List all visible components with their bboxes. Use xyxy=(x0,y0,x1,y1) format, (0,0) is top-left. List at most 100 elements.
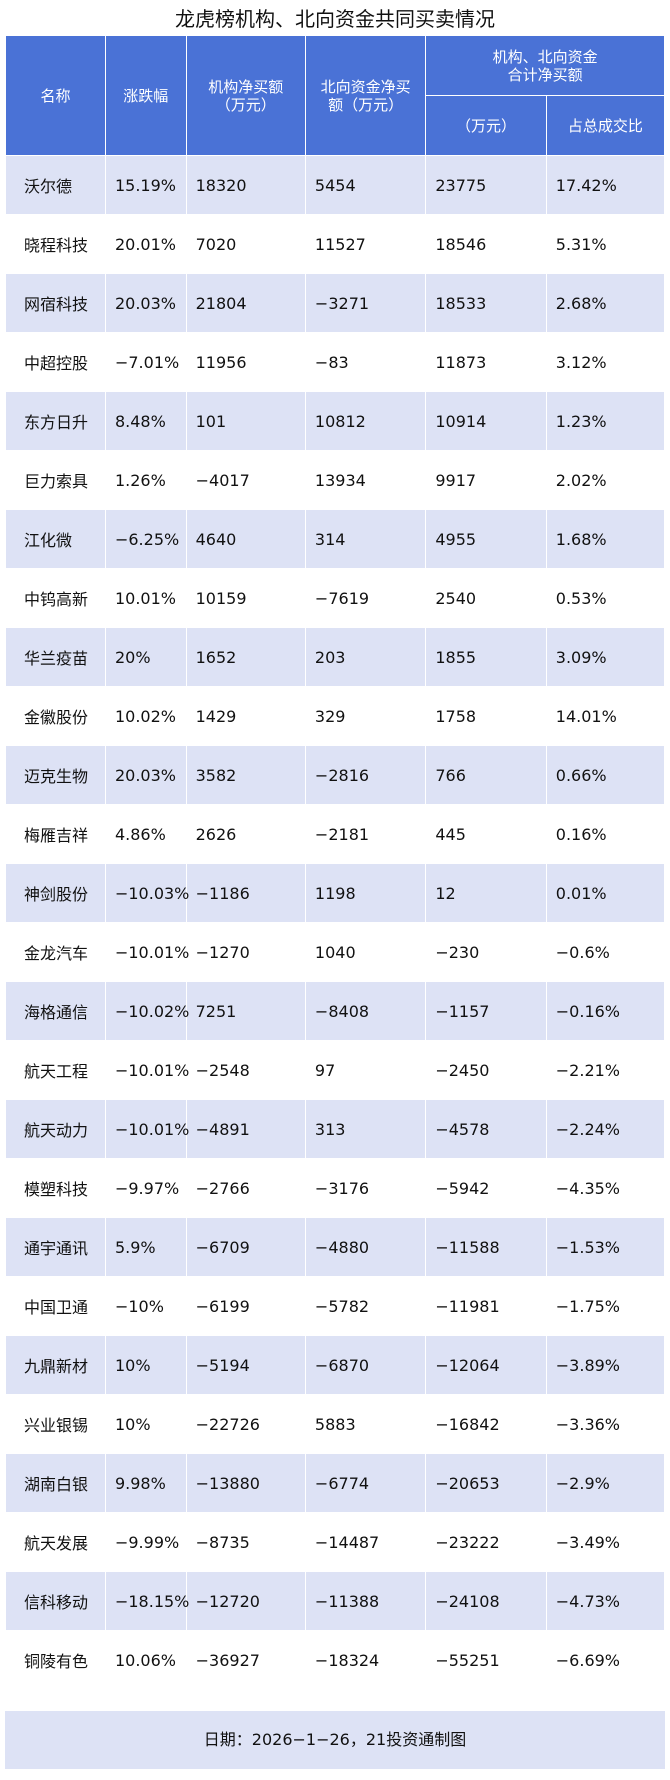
inst-net-buy-cell: 7020 xyxy=(185,214,306,274)
change-cell: 10.01% xyxy=(104,568,187,628)
inst-net-buy-cell: −4017 xyxy=(185,450,306,510)
stock-name-cell: 神剑股份 xyxy=(5,863,106,923)
turnover-ratio-cell: −2.9% xyxy=(545,1453,666,1513)
stock-name-cell: 沃尔德 xyxy=(5,155,106,215)
north-net-buy-cell: −3271 xyxy=(304,273,427,333)
table-row: 东方日升 8.48% 101 10812 10914 1.23% xyxy=(5,391,666,451)
inst-net-buy-cell: −22726 xyxy=(185,1394,306,1454)
combined-net-buy-cell: −24108 xyxy=(425,1571,547,1631)
combined-net-buy-cell: 10914 xyxy=(425,391,547,451)
table-row: 航天发展 −9.99% −8735 −14487 −23222 −3.49% xyxy=(5,1512,666,1572)
stock-name-cell: 航天发展 xyxy=(5,1512,106,1572)
stock-name-cell: 兴业银锡 xyxy=(5,1394,106,1454)
change-cell: 20.03% xyxy=(104,745,187,805)
stock-name-cell: 江化微 xyxy=(5,509,106,569)
combined-net-buy-cell: −230 xyxy=(425,922,547,982)
north-net-buy-cell: −6774 xyxy=(304,1453,427,1513)
stock-name-cell: 模塑科技 xyxy=(5,1158,106,1218)
change-cell: 20.03% xyxy=(104,273,187,333)
inst-net-buy-cell: −1186 xyxy=(185,863,306,923)
inst-net-buy-cell: −1270 xyxy=(185,922,306,982)
table-row: 模塑科技 −9.97% −2766 −3176 −5942 −4.35% xyxy=(5,1158,666,1218)
turnover-ratio-cell: −1.75% xyxy=(545,1276,666,1336)
change-cell: 10.02% xyxy=(104,686,187,746)
inst-net-buy-cell: −12720 xyxy=(185,1571,306,1631)
combined-net-buy-cell: 11873 xyxy=(425,332,547,392)
inst-net-buy-cell: 18320 xyxy=(185,155,306,215)
stock-name-cell: 湖南白银 xyxy=(5,1453,106,1513)
combined-net-buy-cell: 18546 xyxy=(425,214,547,274)
change-cell: −10.01% xyxy=(104,1040,189,1100)
inst-net-buy-cell: 21804 xyxy=(185,273,306,333)
inst-net-buy-cell: −8735 xyxy=(185,1512,306,1572)
combined-net-buy-cell: −12064 xyxy=(425,1335,547,1395)
north-net-buy-cell: 313 xyxy=(304,1099,427,1159)
header-north-line2: 额（万元） xyxy=(328,95,404,114)
table-row: 梅雁吉祥 4.86% 2626 −2181 445 0.16% xyxy=(5,804,666,864)
data-table: 名称 涨跌幅 机构净买额 （万元） 北向资金净买 额（万元） 机构、北向资金 合… xyxy=(5,35,666,1690)
stock-name-cell: 迈克生物 xyxy=(5,745,106,805)
combined-net-buy-cell: −20653 xyxy=(425,1453,547,1513)
north-net-buy-cell: 314 xyxy=(304,509,427,569)
turnover-ratio-cell: 0.16% xyxy=(545,804,666,864)
change-cell: −10.02% xyxy=(104,981,189,1041)
change-cell: 10% xyxy=(104,1335,187,1395)
turnover-ratio-cell: 1.68% xyxy=(545,509,666,569)
table-row: 中国卫通 −10% −6199 −5782 −11981 −1.75% xyxy=(5,1276,666,1336)
turnover-ratio-cell: −3.89% xyxy=(545,1335,666,1395)
change-cell: 15.19% xyxy=(104,155,187,215)
inst-net-buy-cell: −5194 xyxy=(185,1335,306,1395)
change-cell: −9.99% xyxy=(104,1512,187,1572)
header-north-line1: 北向资金净买 xyxy=(320,77,411,96)
change-cell: 9.98% xyxy=(104,1453,187,1513)
table-body: 沃尔德 15.19% 18320 5454 23775 17.42% 晓程科技 20.01% 7… xyxy=(5,155,666,1690)
stock-name-cell: 巨力索具 xyxy=(5,450,106,510)
header-name: 名称 xyxy=(5,35,106,156)
turnover-ratio-cell: −0.6% xyxy=(545,922,666,982)
turnover-ratio-cell: 2.02% xyxy=(545,450,666,510)
north-net-buy-cell: 203 xyxy=(304,627,427,687)
combined-net-buy-cell: 23775 xyxy=(425,155,547,215)
table-row: 神剑股份 −10.03% −1186 1198 12 0.01% xyxy=(5,863,666,923)
north-net-buy-cell: 97 xyxy=(304,1040,427,1100)
combined-net-buy-cell: −23222 xyxy=(425,1512,547,1572)
combined-net-buy-cell: 1758 xyxy=(425,686,547,746)
change-cell: −9.97% xyxy=(104,1158,187,1218)
inst-net-buy-cell: 3582 xyxy=(185,745,306,805)
change-cell: 1.26% xyxy=(104,450,187,510)
table-row: 迈克生物 20.03% 3582 −2816 766 0.66% xyxy=(5,745,666,805)
combined-net-buy-cell: 766 xyxy=(425,745,547,805)
stock-name-cell: 九鼎新材 xyxy=(5,1335,106,1395)
turnover-ratio-cell: −3.49% xyxy=(545,1512,666,1572)
turnover-ratio-cell: 3.09% xyxy=(545,627,666,687)
header-change: 涨跌幅 xyxy=(104,35,187,156)
turnover-ratio-cell: −2.24% xyxy=(545,1099,666,1159)
turnover-ratio-cell: −4.73% xyxy=(545,1571,666,1631)
turnover-ratio-cell: −2.21% xyxy=(545,1040,666,1100)
stock-name-cell: 金龙汽车 xyxy=(5,922,106,982)
table-row: 湖南白银 9.98% −13880 −6774 −20653 −2.9% xyxy=(5,1453,666,1513)
table-header: 名称 涨跌幅 机构净买额 （万元） 北向资金净买 额（万元） 机构、北向资金 合… xyxy=(5,35,666,156)
north-net-buy-cell: 1040 xyxy=(304,922,427,982)
combined-net-buy-cell: −16842 xyxy=(425,1394,547,1454)
north-net-buy-cell: −14487 xyxy=(304,1512,427,1572)
turnover-ratio-cell: −6.69% xyxy=(545,1630,666,1690)
stock-name-cell: 华兰疫苗 xyxy=(5,627,106,687)
north-net-buy-cell: 5883 xyxy=(304,1394,427,1454)
table-row: 金龙汽车 −10.01% −1270 1040 −230 −0.6% xyxy=(5,922,666,982)
change-cell: −6.25% xyxy=(104,509,187,569)
turnover-ratio-cell: 0.66% xyxy=(545,745,666,805)
change-cell: −10.03% xyxy=(104,863,189,923)
north-net-buy-cell: 5454 xyxy=(304,155,427,215)
header-inst-line2: （万元） xyxy=(215,95,276,114)
north-net-buy-cell: −3176 xyxy=(304,1158,427,1218)
stock-name-cell: 金徽股份 xyxy=(5,686,106,746)
turnover-ratio-cell: −3.36% xyxy=(545,1394,666,1454)
change-cell: 20.01% xyxy=(104,214,187,274)
header-inst-net-buy: 机构净买额 （万元） xyxy=(185,35,306,156)
combined-net-buy-cell: 1855 xyxy=(425,627,547,687)
table-row: 中超控股 −7.01% 11956 −83 11873 3.12% xyxy=(5,332,666,392)
north-net-buy-cell: 1198 xyxy=(304,863,427,923)
north-net-buy-cell: 13934 xyxy=(304,450,427,510)
stock-name-cell: 东方日升 xyxy=(5,391,106,451)
